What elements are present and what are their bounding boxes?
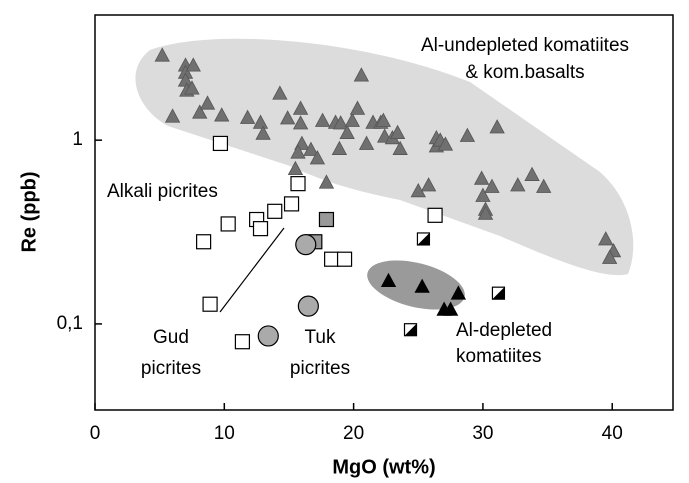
triangle-point — [292, 115, 309, 130]
triangle-point — [420, 177, 437, 192]
triangle-point — [536, 178, 552, 193]
triangle-point — [414, 278, 430, 293]
square-point — [324, 251, 340, 267]
triangle-point — [252, 114, 269, 129]
square-point — [318, 211, 335, 228]
square-point — [427, 207, 443, 223]
triangle-point — [331, 140, 348, 155]
triangle-point — [290, 144, 306, 159]
triangle-point — [339, 124, 355, 139]
triangle-point — [601, 249, 618, 264]
triangle-point — [524, 166, 540, 181]
square-point — [336, 251, 353, 267]
circle-point — [257, 325, 279, 347]
annotation: Al-depleted — [456, 320, 552, 341]
triangle-point — [154, 47, 170, 62]
x-tick-label: 20 — [343, 423, 364, 444]
triangle-point — [214, 107, 230, 122]
square-point — [234, 334, 251, 350]
triangle-point — [510, 177, 526, 192]
triangle-point — [598, 231, 614, 246]
triangle-point — [255, 125, 271, 140]
triangle-point — [164, 108, 181, 123]
circle-point — [295, 234, 317, 256]
triangle-point — [349, 100, 366, 115]
square-point — [267, 203, 283, 219]
circle-point — [297, 295, 319, 317]
triangle-point — [314, 112, 331, 127]
triangle-point — [380, 272, 397, 288]
triangle-point — [309, 150, 326, 165]
square-point — [290, 176, 306, 192]
triangle-point — [459, 127, 476, 142]
annotation: Alkali picrites — [107, 181, 218, 202]
triangle-point — [272, 85, 288, 100]
square-point — [283, 196, 300, 212]
triangle-point — [333, 115, 349, 130]
annotation: Tuk — [305, 327, 336, 348]
triangle-point — [442, 301, 459, 316]
annotation: picrites — [141, 358, 201, 379]
triangle-point — [292, 100, 309, 115]
triangle-point — [473, 170, 490, 185]
triangle-point — [303, 141, 319, 156]
annotation: Al-undepleted komatiites — [421, 35, 629, 56]
triangle-point — [375, 112, 392, 127]
triangle-point — [184, 80, 200, 95]
square-point — [196, 234, 212, 250]
undepleted-field — [135, 38, 634, 276]
y-tick-label: 1 — [72, 129, 83, 150]
triangle-point — [192, 104, 208, 119]
triangle-point — [279, 110, 296, 125]
triangle-point — [239, 109, 256, 124]
triangle-point — [392, 140, 408, 155]
half-square-point — [416, 232, 431, 246]
triangle-point — [477, 205, 494, 220]
annotation: komatiites — [456, 346, 542, 367]
gud-pointer — [219, 227, 285, 313]
triangle-point — [353, 67, 370, 82]
y-tick-label: 0,1 — [57, 313, 83, 334]
square-point — [202, 296, 218, 312]
triangle-point — [344, 112, 360, 127]
x-tick-label: 0 — [90, 423, 101, 444]
triangle-point — [437, 136, 454, 151]
triangle-point — [389, 124, 406, 139]
x-tick-label: 40 — [602, 423, 623, 444]
triangle-point — [450, 285, 467, 300]
triangle-point — [287, 160, 304, 176]
y-axis-label: Re (ppb) — [18, 171, 40, 252]
triangle-point — [199, 95, 216, 110]
annotation: picrites — [290, 358, 350, 379]
depleted-field — [367, 260, 465, 310]
square-point — [212, 135, 229, 152]
triangle-point — [484, 178, 500, 193]
triangle-point — [489, 119, 505, 134]
plot-frame — [94, 14, 674, 411]
half-square-point — [491, 286, 506, 300]
x-tick-label: 30 — [472, 423, 493, 444]
x-tick-label: 10 — [214, 423, 235, 444]
annotation: & kom.basalts — [465, 62, 584, 83]
half-square-point — [403, 323, 418, 337]
square-point — [252, 221, 269, 237]
annotation: Gud — [153, 327, 189, 348]
triangle-point — [358, 135, 375, 150]
triangle-point — [185, 57, 201, 72]
square-point — [220, 216, 236, 232]
x-axis-label: MgO (wt%) — [332, 456, 435, 478]
triangle-point — [318, 174, 335, 189]
triangle-point — [475, 187, 491, 202]
